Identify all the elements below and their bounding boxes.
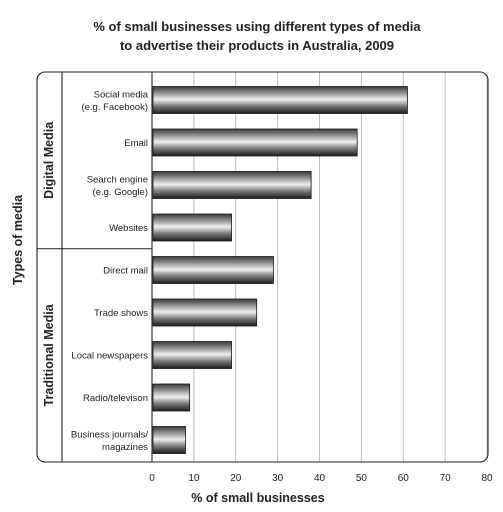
x-tick-label: 0 <box>149 473 155 484</box>
category-label: Search engine <box>87 174 148 185</box>
category-labels: Social media (e.g. Facebook) Email Search e… <box>42 89 149 453</box>
x-tick-label: 10 <box>188 473 200 484</box>
bar <box>152 426 186 454</box>
category-label: Email <box>124 138 148 149</box>
bar <box>152 213 232 242</box>
x-tick-label: 60 <box>398 473 410 484</box>
y-axis-title: Types of media <box>11 194 25 285</box>
x-tick-label: 20 <box>230 473 242 484</box>
category-label: (e.g. Facebook) <box>81 102 148 113</box>
group-label: Digital Media <box>42 121 56 199</box>
category-label: magazines <box>102 442 148 453</box>
bar <box>152 341 232 369</box>
chart-title-line-2: to advertise their products in Australia… <box>120 38 394 53</box>
x-tick-label: 80 <box>481 473 493 484</box>
x-tick-label: 40 <box>314 473 326 484</box>
x-tick-label: 50 <box>356 473 368 484</box>
bars <box>152 86 408 454</box>
category-label: Business journals/ <box>71 429 148 440</box>
x-axis-title: % of small businesses <box>191 491 324 505</box>
x-tick-label: 30 <box>272 473 284 484</box>
x-tick-label: 70 <box>440 473 452 484</box>
chart-title-line-1: % of small businesses using different ty… <box>93 19 421 34</box>
bar <box>152 256 274 284</box>
bar <box>152 86 408 114</box>
bar <box>152 128 358 157</box>
chart-frame <box>36 71 489 463</box>
bar <box>152 298 258 327</box>
category-label: Direct mail <box>103 266 148 277</box>
category-label: Trade shows <box>94 308 148 319</box>
bar <box>152 171 312 199</box>
category-label: Websites <box>109 223 148 234</box>
category-label: Local newspapers <box>71 351 148 362</box>
x-tick-labels: 0 10 20 30 40 50 60 70 80 <box>149 473 493 484</box>
group-label: Traditional Media <box>42 303 56 406</box>
chart-border <box>36 71 489 463</box>
bar <box>152 383 191 412</box>
category-label: Social media <box>94 89 149 100</box>
category-label: (e.g. Google) <box>93 187 148 198</box>
category-label: Radio/televison <box>83 393 148 404</box>
